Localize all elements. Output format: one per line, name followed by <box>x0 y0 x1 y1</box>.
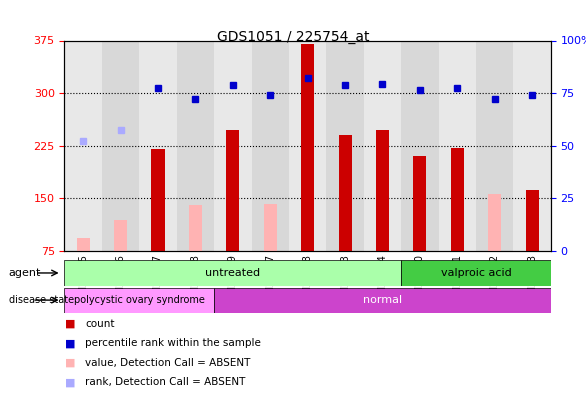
Text: disease state: disease state <box>9 295 74 305</box>
Bar <box>488 194 501 251</box>
Text: percentile rank within the sample: percentile rank within the sample <box>85 339 261 348</box>
Bar <box>289 40 326 251</box>
Text: valproic acid: valproic acid <box>441 268 512 278</box>
Bar <box>226 130 239 251</box>
Bar <box>151 149 165 251</box>
Bar <box>513 40 551 251</box>
Bar <box>214 288 551 313</box>
Bar <box>451 148 464 251</box>
Text: GDS1051 / 225754_at: GDS1051 / 225754_at <box>217 30 369 45</box>
Text: ■: ■ <box>65 377 76 387</box>
Bar <box>376 130 389 251</box>
Bar <box>214 40 251 251</box>
Bar <box>413 156 427 251</box>
Bar <box>189 205 202 251</box>
Bar <box>264 204 277 251</box>
Bar <box>339 135 352 251</box>
Bar <box>526 190 539 251</box>
Bar <box>326 40 364 251</box>
Bar <box>476 40 513 251</box>
Bar <box>401 40 438 251</box>
Bar <box>64 40 102 251</box>
Text: ■: ■ <box>65 358 76 368</box>
Bar <box>401 260 551 286</box>
Bar <box>139 40 177 251</box>
Bar <box>251 40 289 251</box>
Text: count: count <box>85 319 114 329</box>
Bar <box>64 288 214 313</box>
Bar <box>364 40 401 251</box>
Bar <box>114 220 127 251</box>
Text: normal: normal <box>363 295 402 305</box>
Bar <box>64 260 401 286</box>
Bar <box>438 40 476 251</box>
Bar <box>102 40 139 251</box>
Text: ■: ■ <box>65 339 76 348</box>
Text: ■: ■ <box>65 319 76 329</box>
Bar <box>177 40 214 251</box>
Text: agent: agent <box>9 268 41 278</box>
Text: untreated: untreated <box>205 268 260 278</box>
Text: polycystic ovary syndrome: polycystic ovary syndrome <box>74 295 205 305</box>
Text: value, Detection Call = ABSENT: value, Detection Call = ABSENT <box>85 358 250 368</box>
Text: rank, Detection Call = ABSENT: rank, Detection Call = ABSENT <box>85 377 246 387</box>
Bar <box>301 44 314 251</box>
Bar <box>77 239 90 251</box>
